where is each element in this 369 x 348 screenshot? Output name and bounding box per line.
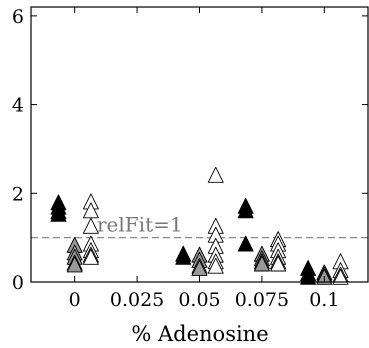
x-tick-label-2: 0.05: [178, 289, 220, 311]
x-tick-label-0: 0: [69, 289, 81, 311]
data-point-s2-p7: [207, 166, 224, 183]
data-point-s2-p1: [82, 202, 99, 219]
data-marks: [50, 166, 349, 285]
data-point-s2-p13: [207, 257, 224, 274]
data-point-s0-p3: [50, 205, 67, 222]
data-point-s1-p12: [253, 255, 270, 272]
y-tick-label-1: 2: [12, 183, 24, 205]
x-tick-label-3: 0.075: [235, 289, 289, 311]
data-point-s0-p5: [175, 248, 192, 265]
data-point-s1-p4: [66, 256, 83, 273]
x-tick-label-1: 0.025: [110, 289, 164, 311]
data-point-s0-p11: [300, 268, 317, 285]
axes: 0 2 4 6 0 0.025 0.05 0.075 0.1: [12, 6, 369, 311]
plot-frame: [30, 6, 369, 283]
data-point-s2-p19: [270, 255, 287, 272]
y-tick-label-3: 6: [12, 6, 24, 28]
data-point-s0-p8: [237, 235, 254, 252]
x-tick-label-4: 0.1: [309, 289, 339, 311]
data-point-s0-p7: [237, 202, 254, 219]
reference-line-label: relFit=1: [97, 213, 183, 237]
data-point-s1-p8: [191, 259, 208, 276]
y-tick-label-2: 4: [12, 95, 24, 117]
y-tick-label-0: 0: [12, 272, 24, 294]
x-axis-label: % Adenosine: [131, 322, 268, 346]
data-point-s2-p6: [82, 248, 99, 265]
reference-line-group: relFit=1: [31, 213, 368, 239]
data-point-s2-p2: [82, 217, 99, 234]
data-point-s2-p23: [332, 268, 349, 285]
